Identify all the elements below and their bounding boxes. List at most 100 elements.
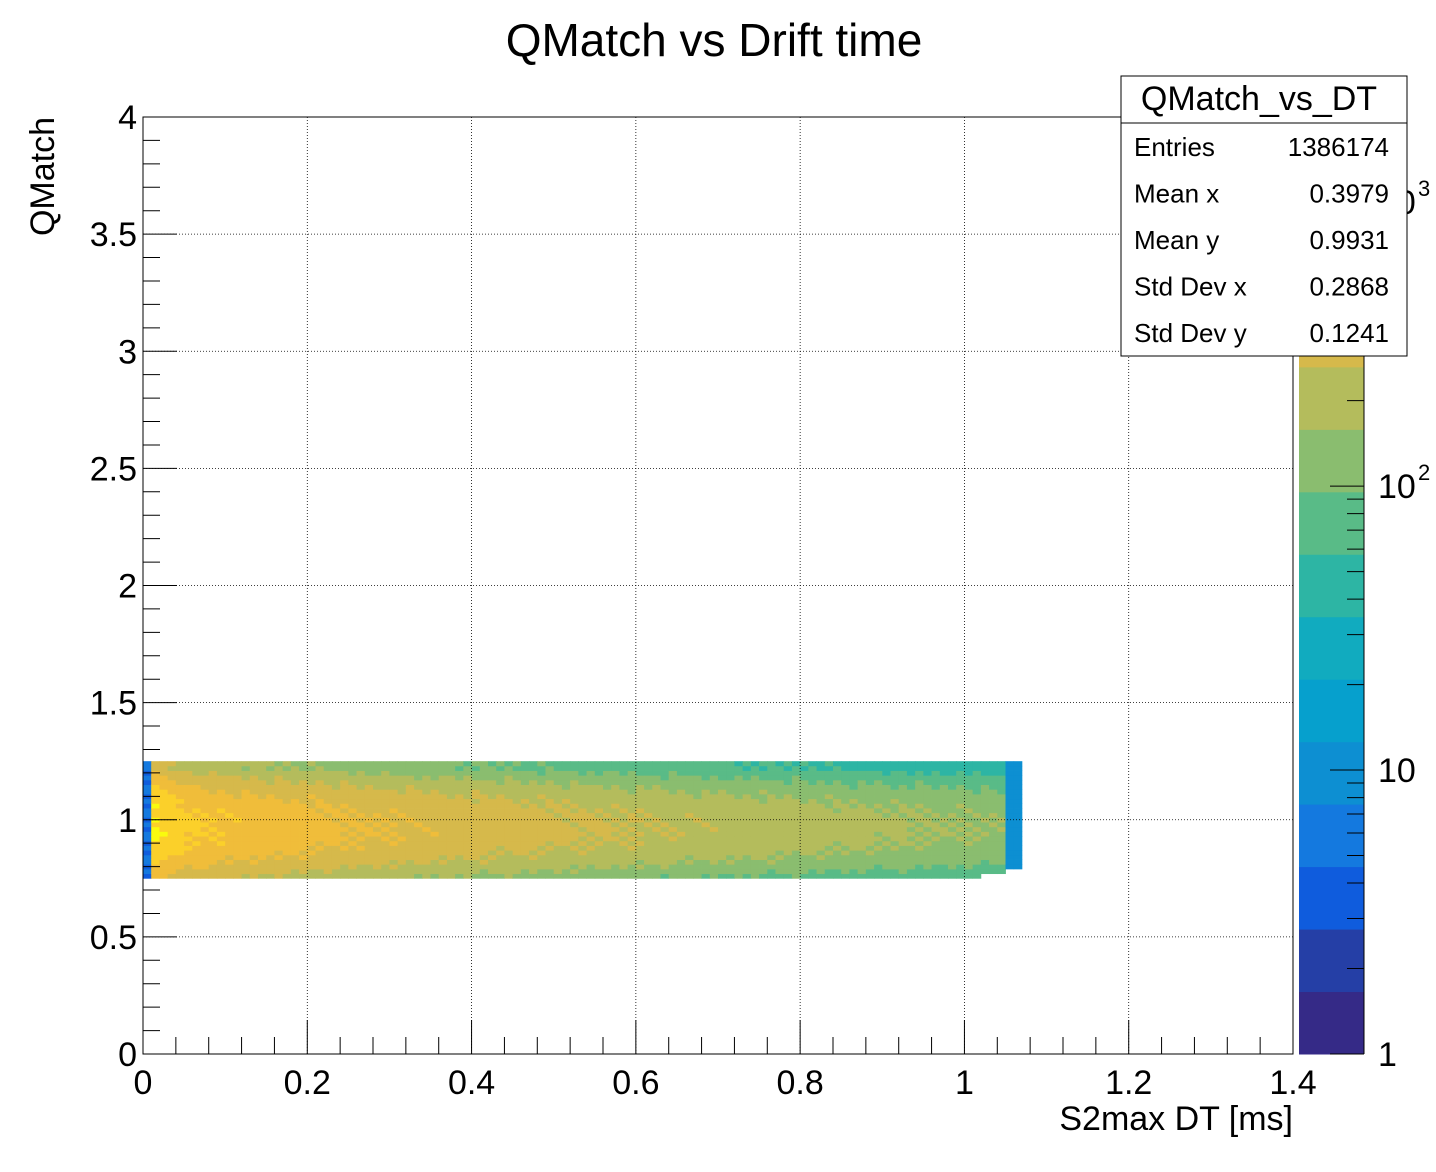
heatmap-cell bbox=[709, 775, 719, 781]
heatmap-cell bbox=[874, 798, 883, 804]
stats-label: Mean x bbox=[1134, 179, 1219, 209]
heatmap-cell bbox=[956, 836, 965, 842]
heatmap-cell bbox=[438, 831, 448, 837]
heatmap-cell bbox=[504, 836, 514, 842]
heatmap-cell bbox=[915, 775, 924, 781]
heatmap-cell bbox=[356, 803, 366, 809]
color-scale-exponent: 2 bbox=[1418, 460, 1430, 485]
heatmap-cell bbox=[488, 836, 497, 842]
heatmap-cell bbox=[594, 859, 604, 865]
heatmap-cell bbox=[258, 812, 267, 818]
heatmap-cell bbox=[282, 873, 292, 879]
heatmap-cell bbox=[775, 854, 785, 860]
heatmap-cell bbox=[537, 765, 546, 771]
heatmap-cell bbox=[200, 798, 210, 804]
heatmap-cell bbox=[405, 845, 415, 851]
heatmap-cell bbox=[496, 831, 505, 837]
heatmap-cell bbox=[479, 840, 489, 846]
heatmap-cell bbox=[192, 812, 201, 818]
heatmap-cell bbox=[824, 770, 834, 776]
heatmap-cell bbox=[274, 761, 284, 767]
heatmap-cell bbox=[307, 808, 316, 814]
heatmap-cell bbox=[644, 779, 653, 786]
heatmap-cell bbox=[759, 812, 768, 818]
heatmap-cell bbox=[808, 873, 817, 879]
heatmap-cell bbox=[898, 864, 908, 870]
heatmap-cell bbox=[282, 808, 292, 814]
heatmap-cell bbox=[586, 826, 596, 832]
heatmap-cell bbox=[693, 859, 702, 865]
heatmap-cell bbox=[258, 808, 267, 814]
heatmap-cell bbox=[249, 812, 259, 818]
heatmap-cell bbox=[175, 864, 185, 870]
heatmap-cell bbox=[463, 873, 472, 879]
heatmap-cell bbox=[373, 836, 382, 842]
heatmap-cell bbox=[1005, 812, 1015, 818]
heatmap-cell bbox=[512, 775, 522, 781]
heatmap-cell bbox=[676, 868, 686, 875]
heatmap-cell bbox=[718, 775, 727, 781]
heatmap-cell bbox=[422, 873, 431, 879]
heatmap-cell bbox=[479, 845, 489, 851]
heatmap-cell bbox=[249, 831, 259, 837]
heatmap-cell bbox=[603, 864, 612, 870]
heatmap-cell bbox=[323, 775, 333, 781]
heatmap-cell bbox=[258, 873, 267, 879]
heatmap-cell bbox=[315, 803, 325, 809]
heatmap-cell bbox=[463, 761, 472, 767]
heatmap-cell bbox=[841, 826, 850, 832]
heatmap-cell bbox=[964, 873, 974, 879]
heatmap-cell bbox=[693, 840, 702, 846]
heatmap-cell bbox=[619, 798, 629, 804]
heatmap-cell bbox=[471, 793, 481, 800]
heatmap-cell bbox=[545, 812, 555, 818]
heatmap-cell bbox=[783, 845, 793, 851]
heatmap-cell bbox=[266, 822, 275, 828]
heatmap-cell bbox=[734, 812, 744, 818]
heatmap-cell bbox=[767, 798, 776, 804]
heatmap-cell bbox=[159, 845, 169, 851]
heatmap-cell bbox=[824, 808, 834, 814]
heatmap-cell bbox=[307, 859, 316, 865]
color-scale-label: 10 bbox=[1378, 468, 1416, 506]
heatmap-cell bbox=[381, 812, 390, 818]
heatmap-cell bbox=[266, 817, 275, 823]
heatmap-cell bbox=[192, 793, 201, 800]
heatmap-cell bbox=[479, 817, 489, 823]
heatmap-cell bbox=[225, 761, 234, 767]
heatmap-cell bbox=[143, 831, 152, 837]
heatmap-cell bbox=[619, 854, 629, 860]
heatmap-cell bbox=[175, 836, 185, 842]
heatmap-cell bbox=[258, 817, 267, 823]
heatmap-cell bbox=[906, 775, 916, 781]
heatmap-cell bbox=[479, 864, 489, 870]
heatmap-cell bbox=[898, 789, 908, 795]
heatmap-cell bbox=[389, 845, 399, 851]
heatmap-cell bbox=[529, 775, 538, 781]
heatmap-cell bbox=[488, 775, 497, 781]
heatmap-cell bbox=[841, 770, 850, 776]
heatmap-cell bbox=[299, 784, 308, 790]
heatmap-cell bbox=[529, 836, 538, 842]
heatmap-cell bbox=[701, 798, 711, 804]
heatmap-cell bbox=[520, 845, 530, 851]
heatmap-cell bbox=[948, 779, 957, 786]
heatmap-cell bbox=[496, 836, 505, 842]
heatmap-cell bbox=[578, 836, 587, 842]
heatmap-cell bbox=[570, 845, 579, 851]
heatmap-cell bbox=[381, 831, 390, 837]
heatmap-cell bbox=[849, 812, 859, 818]
heatmap-cell bbox=[767, 803, 776, 809]
heatmap-cell bbox=[972, 779, 982, 786]
heatmap-cell bbox=[898, 822, 908, 828]
heatmap-cell bbox=[151, 789, 160, 795]
heatmap-cell bbox=[290, 789, 300, 795]
heatmap-cell bbox=[274, 864, 284, 870]
heatmap-cell bbox=[816, 779, 826, 786]
heatmap-cell bbox=[545, 798, 555, 804]
heatmap-cell bbox=[323, 765, 333, 771]
heatmap-cell bbox=[373, 770, 382, 776]
heatmap-cell bbox=[520, 808, 530, 814]
heatmap-cell bbox=[849, 831, 859, 837]
heatmap-cell bbox=[685, 803, 694, 809]
